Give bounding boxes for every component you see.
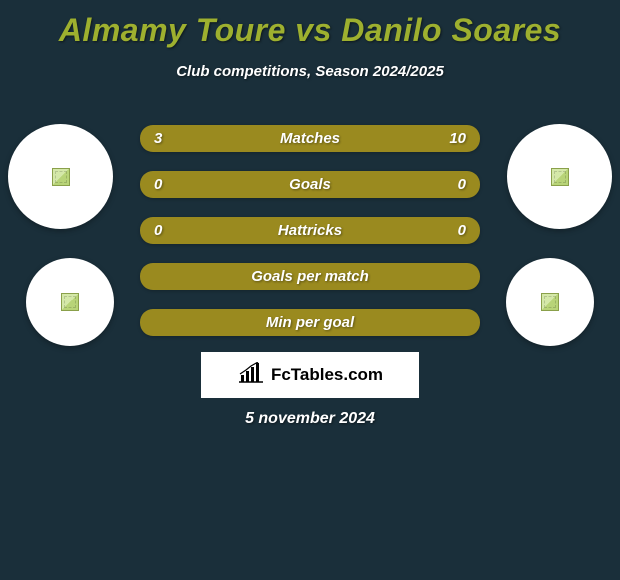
stat-row-hattricks: 0 Hattricks 0 [140, 217, 480, 244]
stat-label: Min per goal [178, 314, 442, 331]
broken-image-icon [52, 168, 70, 186]
page-title: Almamy Toure vs Danilo Soares [0, 0, 620, 49]
stat-row-matches: 3 Matches 10 [140, 125, 480, 152]
stat-left-value: 0 [154, 222, 178, 239]
bar-chart-icon [237, 362, 265, 389]
brand-badge[interactable]: FcTables.com [201, 352, 419, 398]
page-subtitle: Club competitions, Season 2024/2025 [0, 63, 620, 80]
stat-row-goals: 0 Goals 0 [140, 171, 480, 198]
broken-image-icon [61, 293, 79, 311]
club-2-avatar [506, 258, 594, 346]
stat-label: Goals per match [178, 268, 442, 285]
broken-image-icon [551, 168, 569, 186]
stats-container: 3 Matches 10 0 Goals 0 0 Hattricks 0 Goa… [140, 125, 480, 355]
generation-date: 5 november 2024 [0, 410, 620, 428]
stat-row-min-per-goal: Min per goal [140, 309, 480, 336]
stat-label: Hattricks [178, 222, 442, 239]
stat-right-value: 0 [442, 176, 466, 193]
club-1-avatar [26, 258, 114, 346]
player-2-avatar [507, 124, 612, 229]
stat-label: Goals [178, 176, 442, 193]
broken-image-icon [541, 293, 559, 311]
stat-left-value: 0 [154, 176, 178, 193]
stat-left-value: 3 [154, 130, 178, 147]
stat-label: Matches [178, 130, 442, 147]
stat-right-value: 10 [442, 130, 466, 147]
stat-right-value: 0 [442, 222, 466, 239]
player-1-avatar [8, 124, 113, 229]
brand-text: FcTables.com [271, 365, 383, 385]
stat-row-goals-per-match: Goals per match [140, 263, 480, 290]
